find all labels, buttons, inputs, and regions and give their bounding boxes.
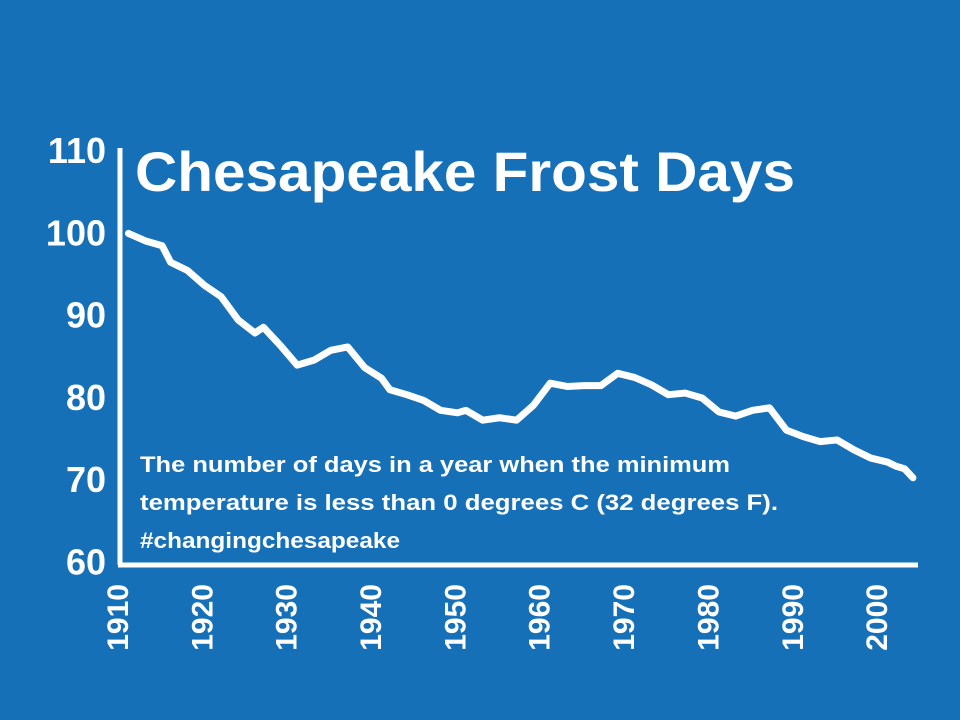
annotation: The number of days in a year when the mi… (140, 452, 730, 477)
x-tick-label: 1950 (439, 584, 472, 651)
y-tick-label: 90 (66, 295, 106, 336)
x-tick-label: 2000 (861, 584, 894, 651)
x-tick-label: 1920 (186, 584, 219, 651)
x-tick-label: 1910 (102, 584, 135, 651)
annotation: #changingchesapeake (140, 528, 400, 553)
x-tick-label: 1960 (524, 584, 557, 651)
x-tick-label: 1970 (608, 584, 641, 651)
annotation: temperature is less than 0 degrees C (32… (140, 490, 778, 515)
data-line (124, 229, 917, 482)
x-tick-label: 1940 (355, 584, 388, 651)
y-tick-label: 110 (48, 130, 106, 171)
y-tick-label: 70 (66, 459, 106, 500)
y-tick-label: 80 (66, 377, 106, 418)
chart-title: Chesapeake Frost Days (135, 140, 795, 203)
y-tick-label: 100 (46, 212, 106, 253)
x-tick-label: 1930 (271, 584, 304, 651)
y-tick-label: 60 (66, 542, 106, 583)
x-tick-label: 1980 (692, 584, 725, 651)
x-tick-label: 1990 (777, 584, 810, 651)
